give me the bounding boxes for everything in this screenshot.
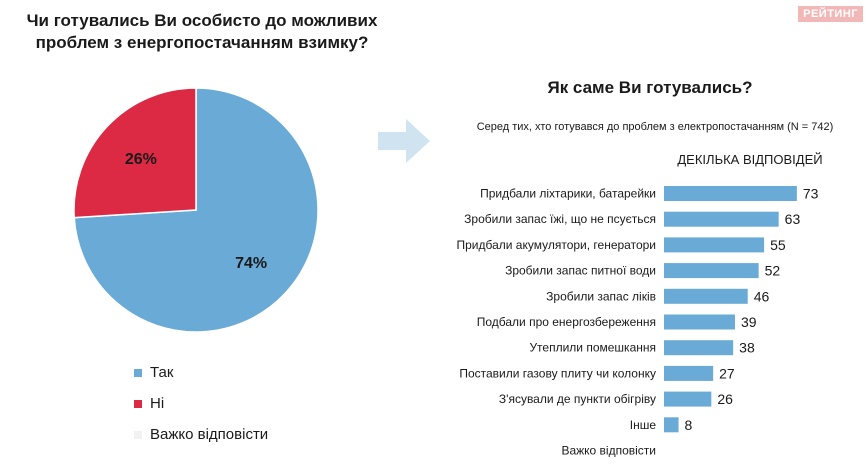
- legend-item-hard-to-say: Важко відповісти: [134, 426, 268, 443]
- bar: [664, 417, 679, 433]
- bar-value-label: 63: [785, 211, 801, 227]
- bar-category-label: Утеплили помешкання: [529, 341, 656, 355]
- bar-value-label: 38: [739, 340, 755, 356]
- bar: [664, 211, 779, 227]
- pie-chart-title: Чи готувались Ви особисто до можливих пр…: [26, 11, 378, 52]
- legend-swatch-no: [134, 399, 142, 408]
- bar: [664, 186, 797, 201]
- legend-item-no: Ні: [134, 395, 164, 412]
- rating-logo: РЕЙТИНГ: [798, 6, 863, 22]
- bar-category-label: Зробили запас їжі, що не псується: [464, 212, 656, 226]
- bar-category-label: Придбали ліхтарики, батарейки: [480, 187, 656, 201]
- bar-category-label: З'ясували де пункти обігріву: [499, 392, 656, 406]
- bar-value-label: 73: [803, 186, 819, 202]
- bar-category-label: Інше: [630, 418, 657, 432]
- legend-label-hard-to-say: Важко відповісти: [150, 426, 269, 443]
- bar-chart-note: ДЕКІЛЬКА ВІДПОВІДЕЙ: [677, 152, 823, 167]
- legend-label-no: Ні: [150, 395, 165, 412]
- bar-chart-subtitle: Серед тих, хто готувався до проблем з ел…: [476, 121, 834, 133]
- bar-value-label: 46: [754, 288, 770, 304]
- bar-category-label: Зробили запас ліків: [546, 289, 656, 303]
- pie-label-yes: 74%: [235, 255, 267, 272]
- bar-value-label: 55: [770, 237, 786, 253]
- bar: [664, 263, 759, 279]
- bar-category-label: Важко відповісти: [561, 444, 656, 458]
- bar-category-label: Подбали про енергозбереження: [477, 315, 656, 329]
- bar: [664, 340, 734, 356]
- bar-value-label: 26: [717, 391, 733, 407]
- pie-slice-no: [73, 87, 197, 219]
- bar: [664, 314, 735, 330]
- pie-chart: 74% 26%: [73, 87, 319, 333]
- bar-category-label: Зробили запас питної води: [505, 264, 656, 278]
- legend-swatch-yes: [134, 368, 142, 377]
- legend-label-yes: Так: [150, 364, 174, 381]
- bar-value-label: 39: [741, 314, 757, 330]
- legend-swatch-hard-to-say: [134, 430, 142, 439]
- bar-value-label: 27: [719, 365, 735, 381]
- bar-category-label: Поставили газову плиту чи колонку: [459, 366, 656, 380]
- bar: [664, 237, 765, 253]
- bar: [664, 391, 712, 407]
- arrow-right-icon: [378, 119, 430, 163]
- bar: [664, 288, 748, 304]
- bar-value-label: 8: [685, 417, 693, 433]
- bar-chart-title: Як саме Ви готувались?: [547, 78, 753, 97]
- legend-item-yes: Так: [134, 364, 173, 381]
- bar: [664, 365, 714, 381]
- pie-label-no: 26%: [125, 151, 157, 168]
- bar-category-label: Придбали акумулятори, генератори: [456, 238, 656, 252]
- bar-value-label: 52: [765, 263, 781, 279]
